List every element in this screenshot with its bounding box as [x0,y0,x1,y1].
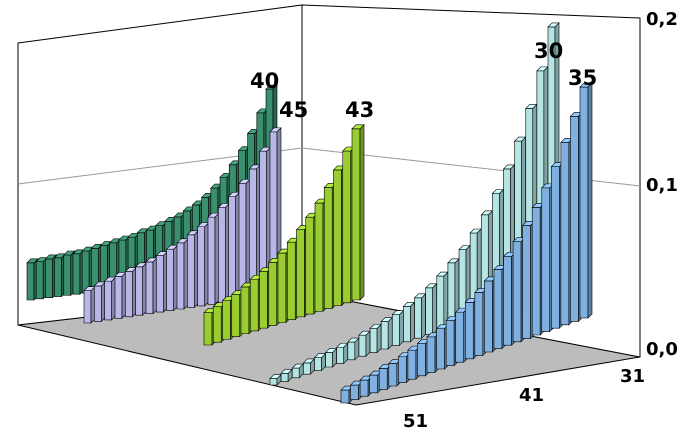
bar-series-45-1 [83,285,96,324]
bar-series-30-8 [347,337,360,361]
bar-series-30-5 [313,352,327,372]
bar-series-45-2 [93,281,107,323]
bar-series-43-17 [351,124,365,301]
bar-series-45-9 [165,244,179,312]
series-43-bars [203,124,365,346]
bar-series-45-5 [124,266,138,318]
bar-series-30-7 [335,342,349,365]
bar-series-45-17 [248,164,262,299]
series-label-30: 30 [534,39,563,63]
z-tick-label: 0,0 [646,339,678,360]
bar-series-30-9 [358,330,371,357]
bar-series-45-11 [186,230,200,309]
bar-series-30-14 [413,293,427,339]
bar-series-45-6 [134,262,148,316]
series-label-43: 43 [345,98,374,122]
bar-series-30-6 [324,347,338,368]
bar-series-45-12 [196,222,210,307]
bar-series-30-3 [291,363,304,379]
bar-series-30-11 [380,316,393,350]
z-tick-label: 0,2 [646,9,678,30]
bar-series-30-13 [402,301,416,343]
bar-series-45-7 [145,257,158,315]
bar-series-45-3 [103,276,117,321]
series-label-45: 45 [279,98,308,122]
bar-series-45-15 [227,191,241,302]
bar-series-35-26 [579,82,593,319]
bar-series-45-18 [258,146,272,298]
bar-series-45-13 [207,212,220,306]
bar-series-30-4 [302,358,316,375]
bar-series-45-8 [155,250,169,313]
series-label-35: 35 [568,66,597,90]
bar-series-45-16 [238,178,251,301]
bar-series-30-15 [424,283,438,336]
bar-series-30-12 [391,309,405,347]
depth-tick-label: 41 [519,385,544,406]
z-tick-label: 0,1 [646,175,678,196]
series-45-bars [83,127,282,324]
series-35-bars [340,82,593,404]
series-label-40: 40 [250,69,279,93]
bar-series-45-10 [176,238,189,310]
bar-series-45-4 [114,271,127,320]
bar-series-45-14 [217,202,231,304]
depth-tick-label: 31 [620,366,645,387]
depth-tick-label: 51 [403,411,428,432]
bar-series-30-10 [369,323,382,354]
